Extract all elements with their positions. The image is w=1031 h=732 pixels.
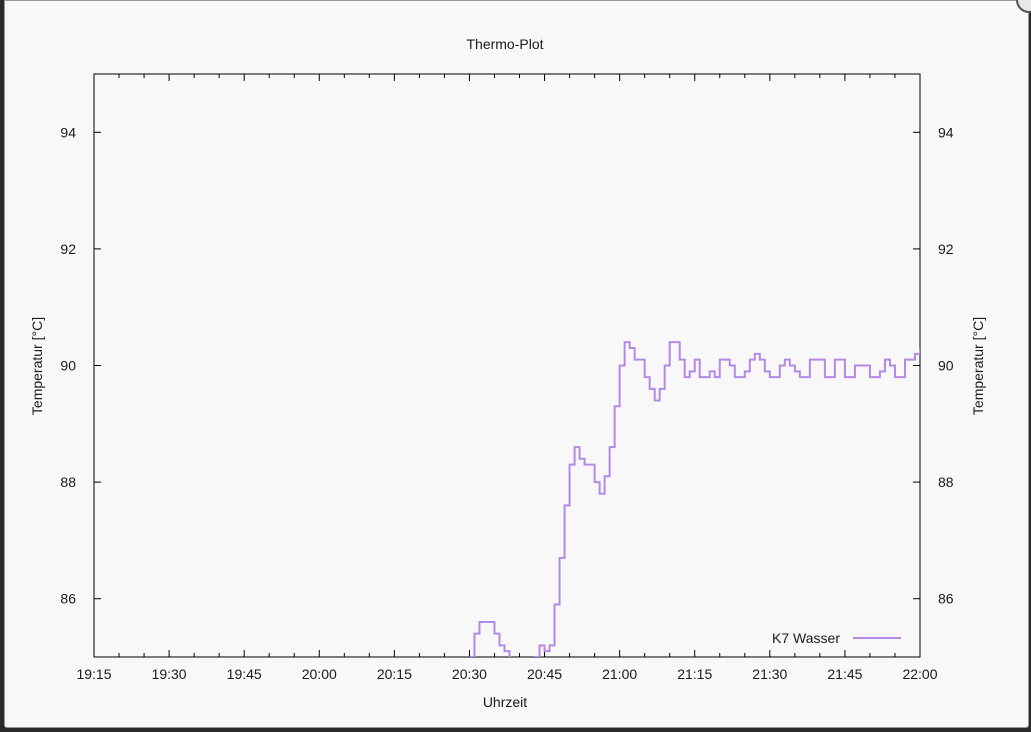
close-icon[interactable] bbox=[1016, 0, 1031, 13]
x-tick-label: 21:30 bbox=[752, 666, 787, 682]
x-tick-label: 21:45 bbox=[827, 666, 862, 682]
legend: K7 Wasser bbox=[772, 630, 901, 646]
legend-label: K7 Wasser bbox=[772, 630, 840, 646]
y2-axis-label: Temperatur [°C] bbox=[970, 317, 986, 415]
y-tick-label-left: 90 bbox=[60, 358, 76, 374]
y-tick-label-left: 94 bbox=[60, 124, 76, 140]
x-tick-label: 19:30 bbox=[152, 666, 187, 682]
x-tick-label: 22:00 bbox=[902, 666, 937, 682]
x-tick-label: 19:45 bbox=[227, 666, 262, 682]
y-tick-label-right: 90 bbox=[938, 358, 954, 374]
series-line-k7-wasser bbox=[469, 341, 920, 657]
y-tick-label-left: 88 bbox=[60, 474, 76, 490]
y-tick-label-right: 92 bbox=[938, 241, 954, 257]
chart-title: Thermo-Plot bbox=[466, 36, 543, 52]
y-tick-label-right: 86 bbox=[938, 591, 954, 607]
tick-labels: 19:15 19:30 19:45 20:00 20:15 20:30 20:45 21:00… bbox=[60, 124, 953, 682]
axis-ticks bbox=[93, 74, 921, 657]
y-tick-label-right: 94 bbox=[938, 124, 954, 140]
y-tick-label-right: 88 bbox=[938, 474, 954, 490]
x-tick-label: 21:15 bbox=[677, 666, 712, 682]
x-tick-label: 20:15 bbox=[377, 666, 412, 682]
plot-area bbox=[93, 73, 921, 658]
y-tick-label-left: 86 bbox=[60, 591, 76, 607]
series-layer bbox=[469, 341, 920, 657]
x-tick-label: 20:45 bbox=[527, 666, 562, 682]
x-tick-label: 20:30 bbox=[452, 666, 487, 682]
y-tick-label-left: 92 bbox=[60, 241, 76, 257]
x-tick-label: 21:00 bbox=[602, 666, 637, 682]
x-tick-label: 20:00 bbox=[302, 666, 337, 682]
plot-window: Thermo-Plot 19:15 19:30 19:45 20:00 20:15 20:… bbox=[4, 0, 1031, 728]
y-axis-label: Temperatur [°C] bbox=[29, 317, 45, 415]
x-axis-label: Uhrzeit bbox=[483, 694, 527, 710]
x-tick-label: 19:15 bbox=[76, 666, 111, 682]
thermo-chart: Thermo-Plot 19:15 19:30 19:45 20:00 20:15 20:… bbox=[29, 36, 986, 710]
